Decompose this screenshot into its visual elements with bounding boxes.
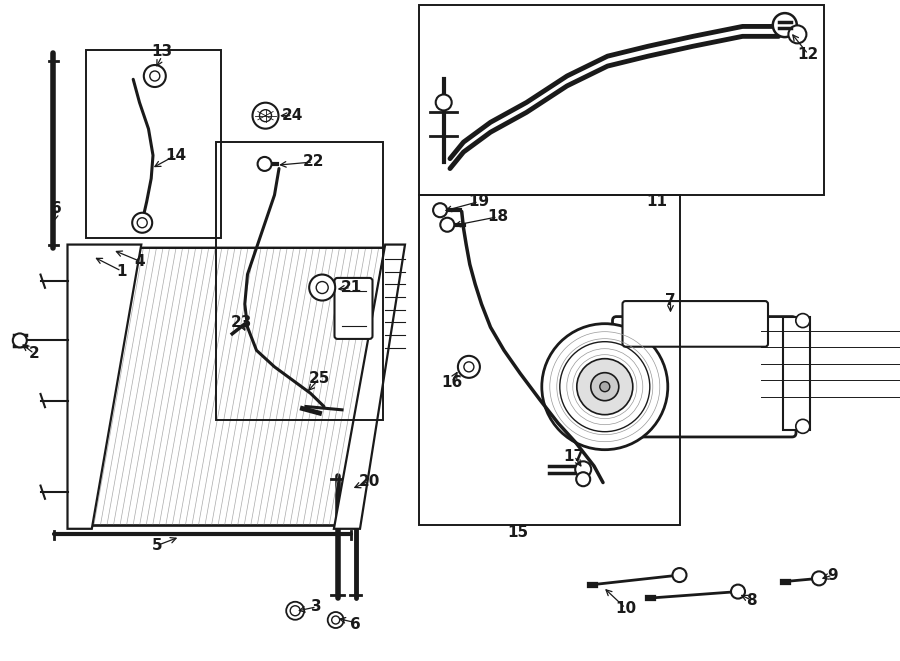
Text: 2: 2 (29, 346, 40, 361)
Text: 3: 3 (311, 600, 322, 614)
FancyBboxPatch shape (623, 301, 768, 347)
Text: 13: 13 (151, 44, 173, 59)
Polygon shape (450, 26, 778, 169)
Text: 6: 6 (51, 201, 62, 215)
Circle shape (575, 461, 591, 477)
Text: 20: 20 (358, 474, 380, 488)
Circle shape (257, 157, 272, 171)
Polygon shape (87, 248, 385, 525)
Circle shape (576, 472, 590, 486)
Text: 16: 16 (441, 375, 463, 389)
Text: 7: 7 (665, 293, 676, 308)
Text: 21: 21 (340, 280, 362, 295)
Text: 12: 12 (797, 47, 819, 61)
FancyBboxPatch shape (613, 317, 796, 437)
Text: 23: 23 (230, 315, 252, 330)
Circle shape (788, 25, 806, 44)
Polygon shape (783, 317, 810, 430)
Text: 6: 6 (350, 617, 361, 632)
Circle shape (328, 612, 344, 628)
Text: 22: 22 (302, 155, 324, 169)
Circle shape (13, 333, 27, 348)
Text: 15: 15 (507, 525, 528, 539)
Circle shape (577, 359, 633, 414)
Circle shape (796, 313, 810, 328)
Circle shape (599, 381, 610, 392)
Text: 5: 5 (152, 538, 163, 553)
Circle shape (773, 13, 796, 37)
Circle shape (286, 602, 304, 620)
FancyBboxPatch shape (335, 278, 373, 339)
Text: 24: 24 (282, 108, 303, 123)
Circle shape (144, 65, 166, 87)
Text: 1: 1 (116, 264, 127, 278)
Text: 11: 11 (646, 194, 668, 209)
Polygon shape (334, 245, 405, 529)
Circle shape (253, 102, 278, 129)
Circle shape (590, 373, 619, 401)
Circle shape (796, 419, 810, 434)
Circle shape (440, 217, 454, 232)
Circle shape (132, 213, 152, 233)
Text: 17: 17 (563, 449, 585, 463)
Text: 14: 14 (165, 148, 186, 163)
Circle shape (672, 568, 687, 582)
Text: 10: 10 (615, 601, 636, 615)
Circle shape (812, 571, 826, 586)
Circle shape (458, 356, 480, 378)
Circle shape (731, 584, 745, 599)
Text: 18: 18 (487, 210, 508, 224)
Circle shape (433, 203, 447, 217)
Circle shape (436, 95, 452, 110)
Circle shape (310, 274, 335, 301)
Circle shape (542, 324, 668, 449)
Text: 9: 9 (827, 568, 838, 582)
Text: 25: 25 (309, 371, 330, 385)
Text: 8: 8 (746, 593, 757, 607)
Polygon shape (68, 245, 141, 529)
Text: 19: 19 (468, 194, 490, 209)
Text: 4: 4 (134, 254, 145, 268)
